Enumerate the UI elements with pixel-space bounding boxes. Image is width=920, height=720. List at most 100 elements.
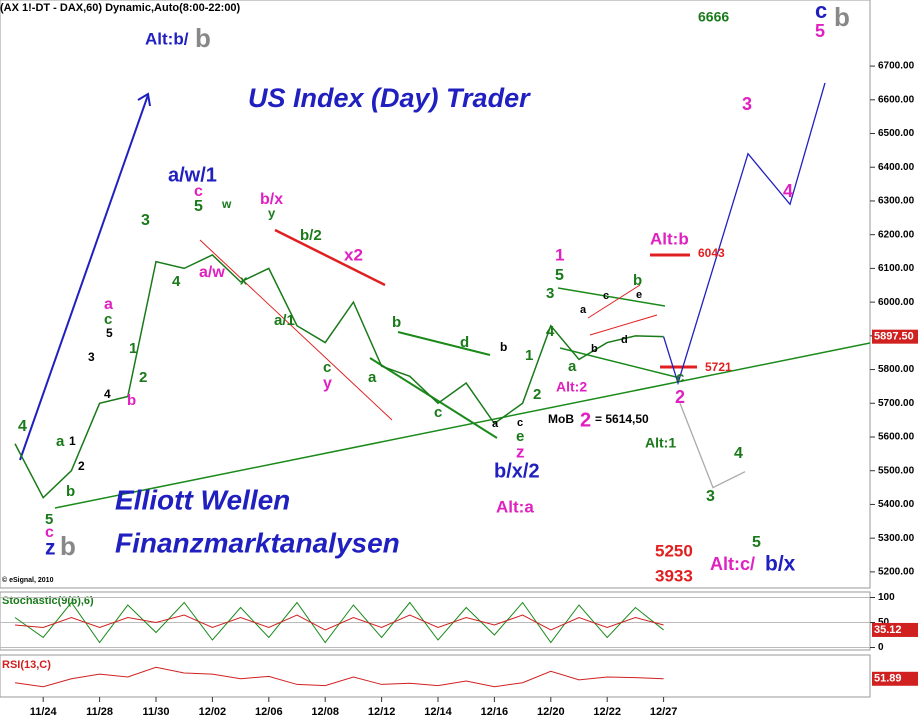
source: © eSignal, 2010: [2, 576, 54, 584]
trend-arrow: [19, 94, 149, 461]
wave-label: Alt:2: [556, 379, 587, 395]
wave-label: Alt:c/: [710, 554, 755, 574]
wave-label: 1: [555, 245, 564, 264]
wave-label: b: [633, 272, 642, 289]
y-tick-label: 50: [878, 617, 890, 628]
trend-line: [54, 342, 871, 509]
wave-label: 5250: [655, 541, 693, 560]
wave-label: b: [195, 23, 211, 53]
wave-label: c: [676, 369, 684, 386]
x-tick-label: 12/20: [537, 706, 565, 718]
last-value-box: [872, 329, 918, 344]
y-tick-label: 6400.00: [878, 162, 915, 173]
y-tick-label: 5800.00: [878, 364, 915, 375]
y-tick-label: 6200.00: [878, 229, 915, 240]
wave-label: x2: [344, 245, 363, 264]
y-tick-label: 100: [878, 592, 895, 603]
alt-forecast-line: [679, 403, 746, 489]
wave-label: 3933: [655, 566, 693, 585]
wave-label: 3: [88, 350, 95, 364]
trend-line: [589, 314, 658, 336]
header: (AX 1!-DT - DAX,60) Dynamic,Auto(8:00-22…: [0, 2, 241, 14]
wave-label: c: [815, 0, 827, 23]
last-value-box: [872, 622, 918, 637]
wave-label: a: [492, 418, 499, 430]
wave-label: 5: [194, 198, 203, 215]
wave-label: 4: [18, 418, 27, 435]
wave-label: c: [45, 524, 54, 541]
wave-label: c: [104, 311, 112, 328]
wave-label: 1: [525, 347, 533, 364]
wave-label: 2: [675, 387, 685, 407]
wave-label: c: [517, 417, 523, 429]
wave-label: Alt:b/: [145, 29, 189, 48]
subtitle: Elliott Wellen: [115, 484, 290, 515]
wave-label: a/w: [199, 264, 225, 281]
rsi-panel: [0, 654, 871, 698]
y-tick-label: 0: [878, 642, 884, 653]
trend-line: [557, 287, 666, 307]
wave-label: 5: [555, 267, 564, 284]
x-tick-label: 11/28: [86, 706, 113, 718]
last-value-box: [872, 671, 918, 686]
y-tick-label: 5600.00: [878, 432, 915, 443]
wave-label: 5: [106, 326, 113, 340]
wave-label: = 5614,50: [595, 412, 649, 426]
indicator-line: [14, 614, 664, 631]
wave-label: b: [60, 531, 76, 561]
y-tick-label: 5300.00: [878, 533, 915, 544]
wave-label: 4: [783, 181, 793, 201]
wave-label: 5: [752, 534, 761, 551]
wave-label: b: [66, 483, 75, 500]
wave-label: b: [591, 343, 598, 355]
x-tick-label: 12/12: [368, 706, 396, 718]
wave-label: a/1: [274, 312, 295, 329]
wave-label: 1: [69, 434, 76, 448]
wave-label: b: [500, 340, 507, 354]
wave-label: 1: [129, 340, 137, 357]
wave-label: d: [460, 334, 469, 351]
y-tick-label: 6600.00: [878, 94, 915, 105]
wave-label: e: [636, 289, 642, 301]
wave-label: c: [434, 404, 442, 421]
wave-label: b/x/2: [494, 460, 540, 482]
trend-line: [274, 228, 386, 287]
x-tick-label: 12/14: [424, 706, 452, 718]
wave-label: 4: [172, 273, 181, 290]
trend-line: [199, 239, 393, 421]
wave-label: 4: [734, 445, 743, 462]
wave-label: 6666: [698, 9, 729, 25]
y-tick-label: 6100.00: [878, 263, 915, 274]
wave-label: 4: [104, 387, 111, 401]
x-tick-label: 12/08: [311, 706, 339, 718]
wave-label: 2: [533, 386, 541, 403]
wave-label: 2: [580, 409, 591, 431]
wave-label: y: [268, 205, 276, 220]
wave-label: a: [368, 369, 377, 386]
x-tick-label: 11/24: [30, 706, 58, 718]
y-tick-label: 5700.00: [878, 398, 915, 409]
wave-label: b/2: [300, 227, 322, 244]
wave-label: b: [392, 314, 401, 331]
wave-label: z: [45, 537, 56, 560]
wave-label: d: [621, 334, 628, 346]
trend-line: [559, 347, 681, 379]
wave-label: x: [240, 272, 248, 287]
wave-label: MoB: [548, 412, 574, 426]
x-tick-label: 12/27: [650, 706, 678, 718]
indicator-line: [14, 666, 664, 688]
y-tick-label: 5200.00: [878, 567, 915, 578]
wave-label: Alt:1: [645, 435, 676, 451]
wave-label: e: [516, 428, 524, 445]
wave-label: 4: [546, 323, 555, 340]
wave-label: b/x: [765, 553, 796, 576]
y-tick-label: 5500.00: [878, 465, 915, 476]
wave-label: a: [56, 433, 65, 450]
chart-title: US Index (Day) Trader: [248, 83, 531, 113]
wave-label: z: [516, 442, 525, 461]
wave-label: 3: [141, 212, 150, 229]
wave-label: 6043: [698, 246, 725, 260]
stochastic-panel: [0, 591, 871, 651]
wave-label: 3: [742, 94, 752, 114]
